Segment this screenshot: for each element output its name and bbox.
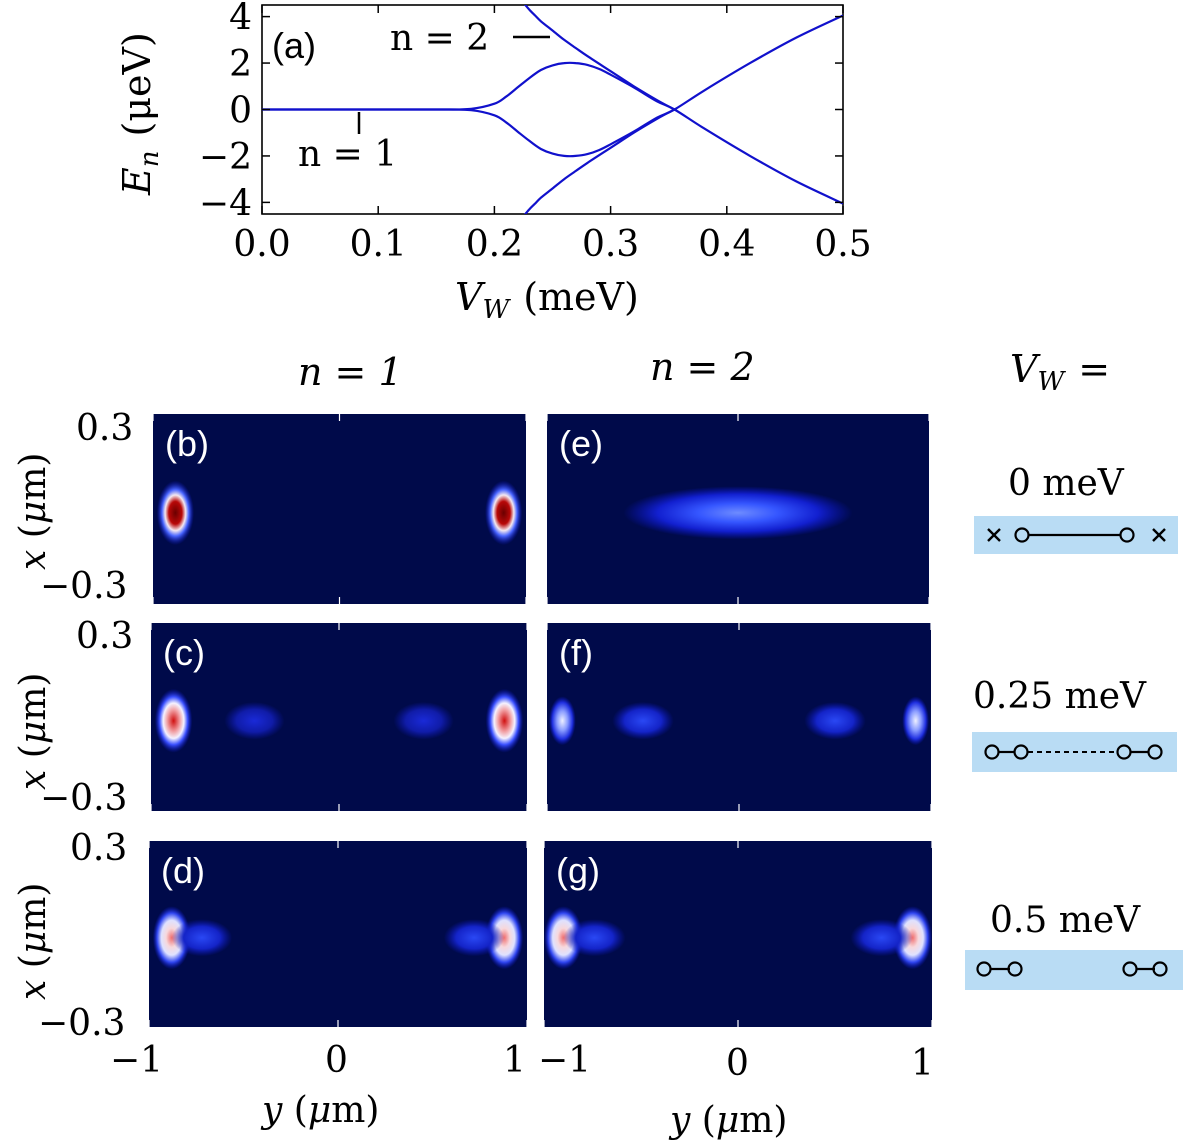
legend-site-circle xyxy=(1152,961,1168,977)
annotation-n2: n = 2 xyxy=(390,18,489,59)
left-xlabel: y (μm) xyxy=(260,1090,379,1131)
legend-cross xyxy=(987,528,1001,542)
heatmap-panel-c xyxy=(151,623,527,811)
density-peak xyxy=(171,919,233,957)
energy-series-1 xyxy=(262,14,843,158)
column-title-n1: n = 1 xyxy=(298,350,403,394)
heatmap-xtick-labels: −1 0 1 −1 0 1 xyxy=(110,1040,934,1084)
xtick-right-1: 1 xyxy=(911,1043,934,1084)
legend-label-0: 0 meV xyxy=(1008,463,1125,504)
ytick-label: −2 xyxy=(199,137,252,178)
heatmap-panel-g xyxy=(544,841,932,1027)
plot-a-ticks: 0.0 0.1 0.2 0.3 0.4 0.5 4 2 0 −2 −4 xyxy=(199,0,872,265)
ytick-row1-bottom: −0.3 xyxy=(40,566,127,607)
density-peak xyxy=(804,701,866,740)
legend-symbol-separated xyxy=(976,961,1168,977)
energy-curves xyxy=(262,5,843,214)
xtick-label: 0.4 xyxy=(698,224,755,265)
panel-label-g: (g) xyxy=(556,850,600,891)
legend-site-circle xyxy=(1013,744,1029,760)
density-peak xyxy=(156,480,195,546)
heatmap-background xyxy=(153,414,526,604)
panel-label-b: (b) xyxy=(165,423,209,464)
density-peak xyxy=(902,696,930,746)
xtick-right-m1: −1 xyxy=(538,1040,591,1081)
ytick-row2-bottom: −0.3 xyxy=(40,778,127,819)
plot-a-ylabel: En(μeV) xyxy=(115,32,165,196)
row2-ylabel: x (μm) xyxy=(13,673,54,790)
legend-label-2: 0.5 meV xyxy=(990,900,1141,941)
energy-series-3 xyxy=(523,108,676,214)
legend-site-circle xyxy=(1147,744,1163,760)
density-peak xyxy=(152,906,191,970)
ytick-row3-bottom: −0.3 xyxy=(38,1003,125,1044)
plot-a-xlabel: VW (meV) xyxy=(455,275,639,325)
density-peak xyxy=(623,486,853,540)
density-peak xyxy=(393,701,454,740)
xtick-label: 0.1 xyxy=(350,224,407,265)
right-xlabel: y (μm) xyxy=(668,1100,787,1141)
wavefunction-heatmaps: (b) (c) (d) (e) (f) (g) xyxy=(148,414,933,1027)
ytick-row1-top: 0.3 xyxy=(76,408,133,449)
density-peak xyxy=(485,688,524,753)
legend-symbol-dashed xyxy=(984,744,1163,760)
xtick-left-m1: −1 xyxy=(110,1040,163,1081)
heatmap-panel-b xyxy=(153,414,526,604)
heatmap-panel-e xyxy=(547,414,929,604)
panel-label-c: (c) xyxy=(163,632,205,673)
vw-column-title: VW = xyxy=(1010,347,1110,397)
ytick-label: 0 xyxy=(229,91,252,132)
row1-ylabel: x (μm) xyxy=(13,453,54,570)
legend-label-1: 0.25 meV xyxy=(973,676,1147,717)
xtick-label: 0.3 xyxy=(582,224,639,265)
panel-label-e: (e) xyxy=(559,423,603,464)
legend-symbol-solid xyxy=(987,527,1166,543)
density-peak xyxy=(154,688,193,753)
ytick-label: −4 xyxy=(199,183,252,224)
legend-site-circle xyxy=(984,744,1000,760)
legend-site-circle xyxy=(976,961,992,977)
row3-ylabel: x (μm) xyxy=(13,883,54,1000)
heatmap-panel-d xyxy=(149,841,527,1027)
xtick-left-1: 1 xyxy=(503,1040,526,1081)
xtick-label: 0.0 xyxy=(233,224,290,265)
heatmap-background xyxy=(547,623,931,811)
density-peak xyxy=(612,701,674,740)
density-peak xyxy=(443,919,505,957)
density-peak xyxy=(484,480,523,546)
xtick-right-0: 0 xyxy=(726,1043,749,1084)
density-peak xyxy=(224,701,285,740)
panel-label-f: (f) xyxy=(559,632,593,673)
vw-legend: 0 meV 0.25 meV 0.5 meV xyxy=(965,463,1183,990)
legend-site-circle xyxy=(1116,744,1132,760)
heatmap-ytick-labels: 0.3 −0.3 0.3 −0.3 0.3 −0.3 xyxy=(38,408,133,1044)
heatmap-panel-f xyxy=(547,623,931,811)
density-peak xyxy=(485,906,524,970)
panel-label-d: (d) xyxy=(161,850,205,891)
column-title-n2: n = 2 xyxy=(650,345,755,389)
ytick-row2-top: 0.3 xyxy=(76,616,133,657)
density-peak xyxy=(548,696,576,746)
xtick-label: 0.2 xyxy=(466,224,523,265)
heatmap-background xyxy=(151,623,527,811)
xtick-left-0: 0 xyxy=(325,1040,348,1081)
legend-site-circle xyxy=(1007,961,1023,977)
legend-site-circle xyxy=(1014,527,1030,543)
density-peak xyxy=(563,919,626,957)
energy-series-2 xyxy=(523,5,676,111)
ytick-label: 4 xyxy=(229,0,252,39)
density-peak xyxy=(850,919,913,957)
legend-site-circle xyxy=(1119,527,1135,543)
panel-a-label: (a) xyxy=(272,25,316,66)
legend-site-circle xyxy=(1122,961,1138,977)
energy-spectrum-plot: 0.0 0.1 0.2 0.3 0.4 0.5 4 2 0 −2 −4 (a) n = 2 n = … xyxy=(115,0,872,325)
annotation-n1: n = 1 xyxy=(298,134,397,175)
ytick-row3-top: 0.3 xyxy=(70,828,127,869)
xtick-label: 0.5 xyxy=(814,224,871,265)
legend-cross xyxy=(1152,528,1166,542)
ytick-label: 2 xyxy=(229,44,252,85)
